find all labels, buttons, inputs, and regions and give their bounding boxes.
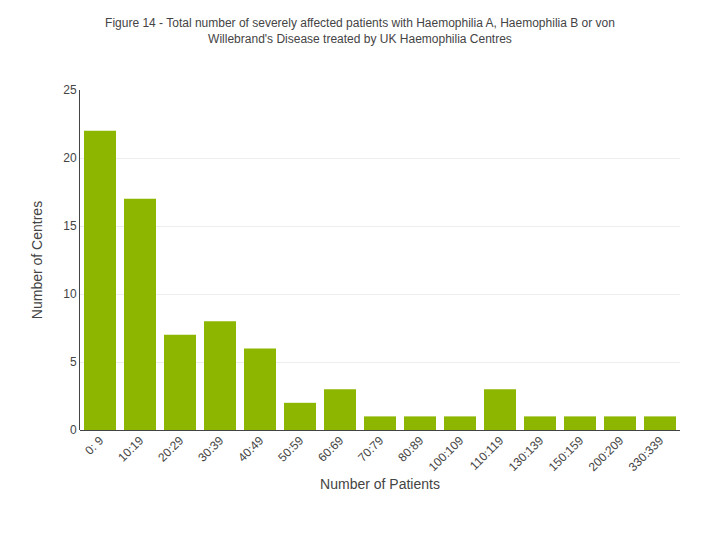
svg-text:10: 10 — [63, 287, 77, 301]
svg-text:30:39: 30:39 — [195, 433, 226, 464]
svg-text:50:59: 50:59 — [275, 433, 306, 464]
svg-text:40:49: 40:49 — [235, 433, 266, 464]
svg-text:80:89: 80:89 — [395, 433, 426, 464]
svg-text:110:119: 110:119 — [467, 433, 507, 473]
svg-text:Number of Patients: Number of Patients — [320, 476, 440, 492]
svg-text:330:339: 330:339 — [626, 433, 667, 474]
svg-text:60:69: 60:69 — [315, 433, 346, 464]
svg-text:130:139: 130:139 — [506, 433, 547, 474]
svg-text:15: 15 — [63, 219, 77, 233]
svg-text:20:29: 20:29 — [155, 433, 186, 464]
svg-text:100:109: 100:109 — [426, 433, 467, 474]
svg-text:Number of Centres: Number of Centres — [29, 201, 45, 319]
svg-text:20: 20 — [63, 151, 77, 165]
svg-text:70:79: 70:79 — [355, 433, 386, 464]
svg-text:25: 25 — [63, 83, 77, 97]
svg-text:150:159: 150:159 — [546, 433, 587, 474]
svg-text:10:19: 10:19 — [115, 433, 146, 464]
svg-text:Figure 14 - Total number of se: Figure 14 - Total number of severely aff… — [105, 16, 615, 46]
svg-text:0: 9: 0: 9 — [82, 433, 106, 457]
svg-text:5: 5 — [70, 355, 77, 369]
svg-text:0: 0 — [70, 423, 77, 437]
svg-text:200:209: 200:209 — [586, 433, 627, 474]
